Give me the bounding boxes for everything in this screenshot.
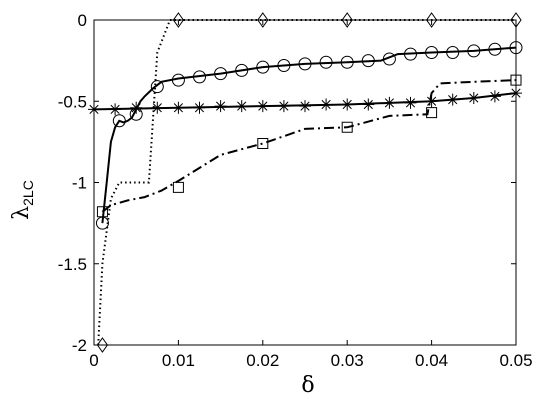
y-tick-label: 0 bbox=[78, 11, 87, 30]
x-tick-label: 0.03 bbox=[331, 351, 364, 370]
circle-marker bbox=[214, 67, 228, 81]
star-marker bbox=[404, 96, 417, 109]
star-marker bbox=[88, 103, 100, 116]
circle-marker bbox=[319, 55, 333, 69]
circle-marker bbox=[404, 47, 417, 61]
diamond-marker bbox=[96, 337, 109, 353]
x-tick-label: 0 bbox=[89, 351, 98, 370]
diamond-marker bbox=[510, 12, 522, 28]
y-axis-label-main: λ bbox=[9, 206, 34, 220]
x-tick-label: 0.01 bbox=[162, 351, 195, 370]
series-0 bbox=[95, 41, 523, 230]
square-marker bbox=[96, 206, 108, 218]
series-2 bbox=[88, 87, 522, 116]
square-marker bbox=[172, 181, 184, 193]
star-marker bbox=[214, 100, 227, 113]
circle-marker bbox=[488, 42, 502, 56]
star-marker bbox=[362, 98, 375, 111]
series-group bbox=[88, 12, 523, 353]
circle-marker bbox=[509, 41, 523, 55]
y-tick-label: -1.5 bbox=[58, 255, 87, 274]
circle-marker bbox=[277, 59, 291, 72]
star-marker bbox=[341, 98, 354, 111]
star-marker bbox=[235, 100, 248, 113]
ticks: 0 0.01 0.02 0.03 0.04 0.05 -2 -1.5 -1 -0.5 0 bbox=[58, 11, 533, 370]
circle-marker bbox=[112, 114, 126, 128]
series-line-3 bbox=[97, 19, 516, 346]
diamond-marker bbox=[425, 12, 438, 28]
circle-marker bbox=[425, 46, 439, 59]
y-tick-label: -2 bbox=[72, 336, 87, 355]
circle-marker bbox=[298, 57, 312, 71]
star-marker bbox=[109, 103, 122, 116]
y-tick-label: -0.5 bbox=[58, 92, 87, 111]
diamond-marker bbox=[341, 12, 353, 28]
star-marker bbox=[320, 98, 333, 111]
y-axis-label-sub: 2LC bbox=[20, 180, 36, 206]
circle-marker bbox=[150, 80, 164, 94]
y-axis-label: λ2LC bbox=[9, 180, 36, 220]
diamond-marker bbox=[172, 12, 185, 28]
circle-marker bbox=[171, 73, 185, 87]
star-marker bbox=[467, 92, 480, 104]
y-tick-label: -1 bbox=[72, 174, 87, 193]
star-marker bbox=[299, 100, 311, 113]
star-marker bbox=[383, 96, 396, 109]
plot-area bbox=[93, 19, 517, 346]
x-axis-label: δ bbox=[301, 373, 314, 398]
square-marker bbox=[510, 74, 522, 86]
series-line-0 bbox=[101, 46, 517, 224]
circle-marker bbox=[382, 52, 396, 66]
circle-marker bbox=[235, 63, 249, 77]
x-tick-label: 0.02 bbox=[246, 351, 279, 370]
circle-marker bbox=[340, 55, 354, 69]
series-1 bbox=[96, 74, 522, 218]
star-marker bbox=[488, 90, 501, 103]
x-tick-label: 0.05 bbox=[499, 351, 532, 370]
series-3 bbox=[96, 12, 522, 353]
star-marker bbox=[446, 93, 459, 106]
star-marker bbox=[130, 101, 143, 114]
square-marker bbox=[257, 138, 269, 149]
circle-marker bbox=[361, 54, 375, 68]
star-marker bbox=[510, 87, 522, 100]
square-marker bbox=[341, 121, 353, 133]
circle-marker bbox=[193, 70, 206, 84]
circle-marker bbox=[467, 44, 481, 58]
square-marker bbox=[426, 107, 438, 119]
diamond-marker bbox=[257, 12, 269, 28]
x-tick-label: 0.04 bbox=[415, 351, 448, 370]
star-marker bbox=[172, 101, 185, 114]
circle-marker bbox=[446, 46, 460, 59]
star-marker bbox=[193, 101, 206, 114]
star-marker bbox=[277, 100, 290, 113]
star-marker bbox=[256, 100, 269, 113]
circle-marker bbox=[256, 60, 270, 74]
star-marker bbox=[425, 95, 438, 108]
star-marker bbox=[151, 101, 164, 114]
